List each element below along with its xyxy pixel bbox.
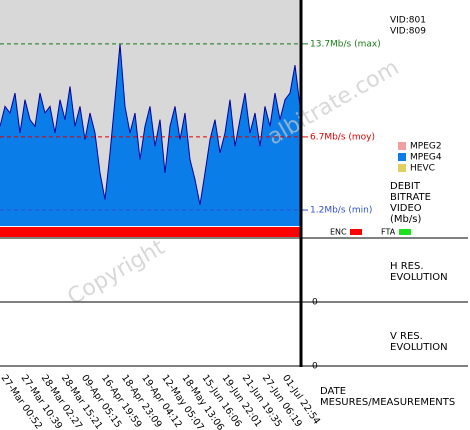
legend-swatch xyxy=(398,153,406,161)
vid-label: VID:801 xyxy=(390,16,426,26)
y-axis-label: DEBIT xyxy=(390,181,421,192)
enc-swatch xyxy=(350,229,362,235)
legend-label: MPEG2 xyxy=(410,142,442,152)
x-axis-title: DATE xyxy=(320,386,346,397)
y-tick-label: 0 xyxy=(312,298,318,308)
enc-label: ENC xyxy=(330,228,347,237)
panel-label: EVOLUTION xyxy=(390,342,448,353)
reference-label: 6.7Mb/s (moy) xyxy=(310,132,375,142)
bitrate-area xyxy=(0,43,300,226)
legend-swatch xyxy=(398,164,406,172)
panel-label: V RES. xyxy=(390,331,423,342)
panel-label: H RES. xyxy=(390,261,424,272)
bitrate-line xyxy=(0,43,301,205)
y-axis-label: VIDEO xyxy=(390,203,422,214)
y-axis-label: BITRATE xyxy=(390,192,431,203)
fta-label: FTA xyxy=(381,228,396,237)
reference-label: 13.7Mb/s (max) xyxy=(310,39,381,49)
fta-swatch xyxy=(399,229,411,235)
vid-label: VID:809 xyxy=(390,27,426,37)
panel-label: EVOLUTION xyxy=(390,272,448,283)
legend-swatch xyxy=(398,142,406,150)
x-axis-title: MESURES/MEASUREMENTS xyxy=(320,397,455,408)
status-bar xyxy=(0,227,300,237)
legend-label: HEVC xyxy=(410,164,435,174)
reference-label: 1.2Mb/s (min) xyxy=(310,206,372,216)
y-axis-label: (Mb/s) xyxy=(390,214,421,225)
legend-label: MPEG4 xyxy=(410,153,442,163)
y-tick-label: 0 xyxy=(312,362,318,372)
watermark: Copyright xyxy=(64,235,170,311)
